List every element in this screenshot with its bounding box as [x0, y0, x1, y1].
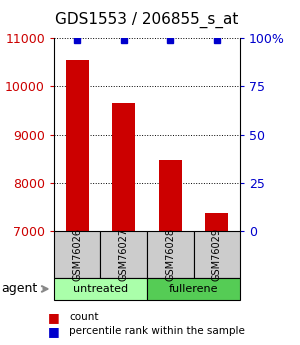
- Bar: [205, 213, 228, 231]
- Text: percentile rank within the sample: percentile rank within the sample: [69, 326, 245, 336]
- Text: GSM76027: GSM76027: [119, 228, 129, 281]
- Text: GSM76026: GSM76026: [72, 228, 82, 281]
- Text: GSM76028: GSM76028: [165, 228, 175, 281]
- Bar: [66, 60, 89, 231]
- Text: ■: ■: [48, 325, 60, 338]
- Text: count: count: [69, 313, 98, 322]
- Bar: [112, 103, 135, 231]
- Text: ■: ■: [48, 311, 60, 324]
- Text: GSM76029: GSM76029: [212, 228, 222, 281]
- Bar: [159, 160, 182, 231]
- Text: fullerene: fullerene: [169, 284, 218, 294]
- Text: untreated: untreated: [73, 284, 128, 294]
- Text: agent: agent: [2, 283, 38, 295]
- Text: GDS1553 / 206855_s_at: GDS1553 / 206855_s_at: [55, 12, 239, 28]
